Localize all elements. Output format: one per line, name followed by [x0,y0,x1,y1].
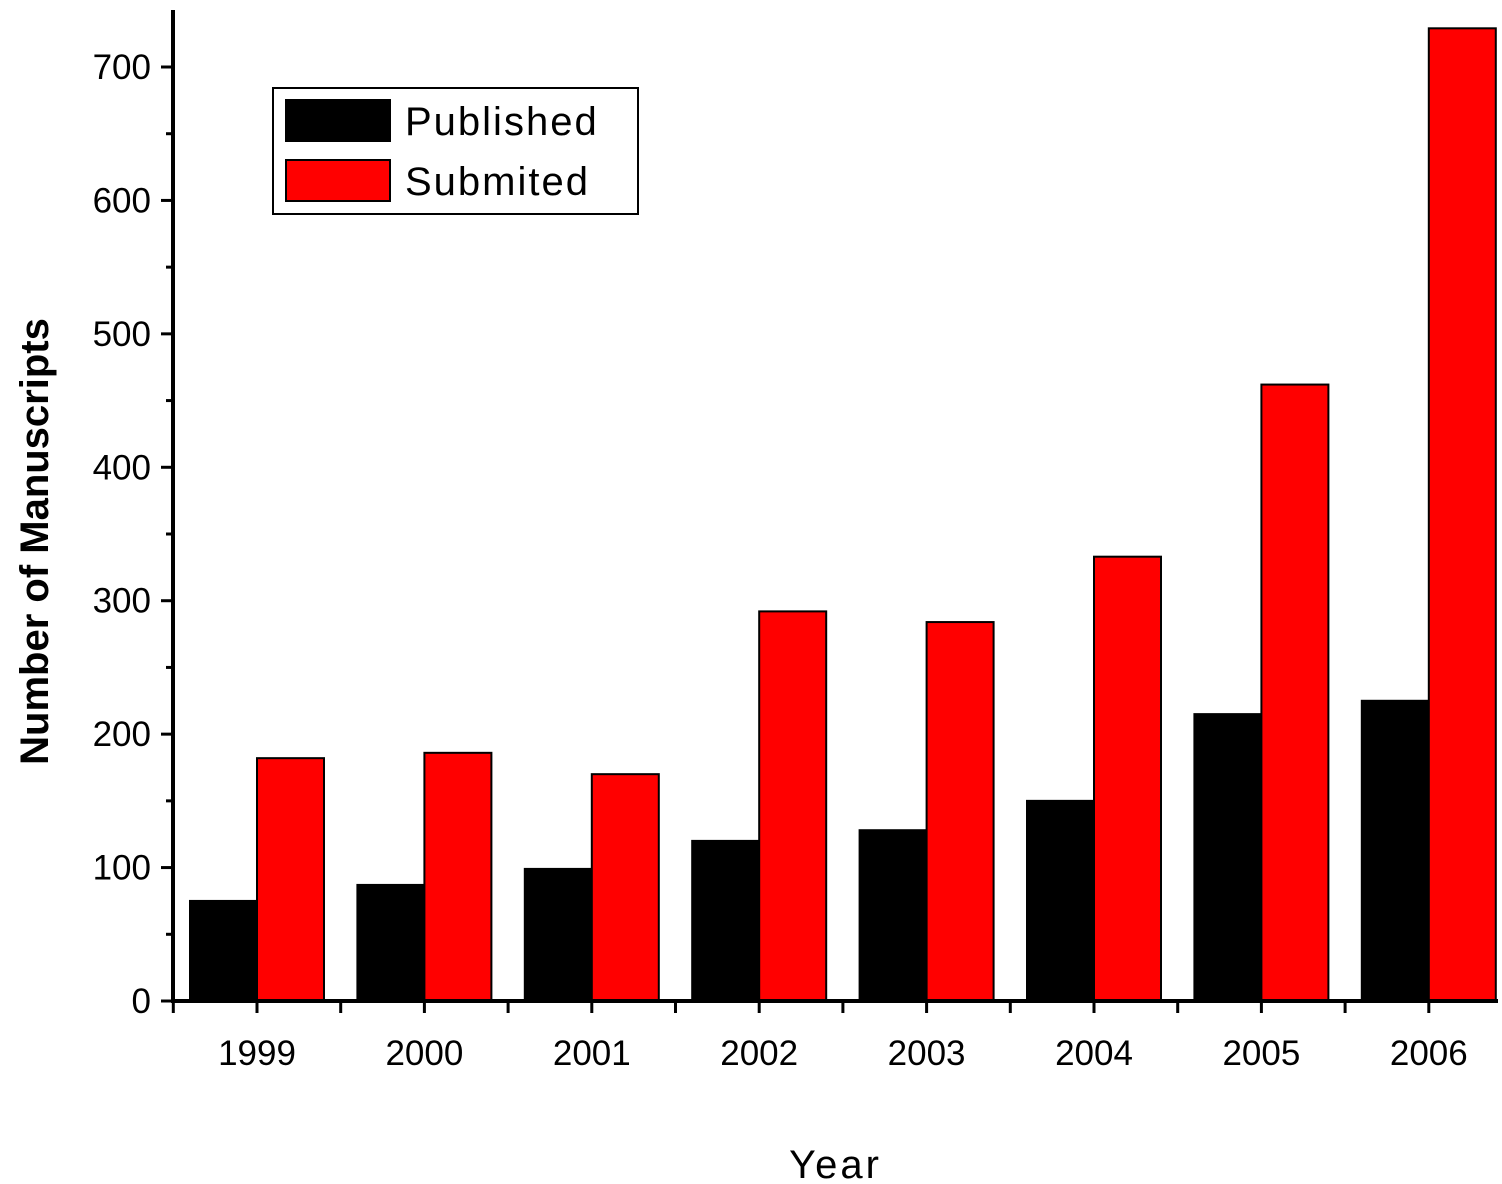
y-tick-label: 200 [93,715,151,754]
bar-submited-2003 [925,621,995,1002]
bar-published-2005 [1193,713,1263,1003]
legend-items: Published Submited [285,99,599,204]
bar-submited-2006 [1427,27,1497,1002]
x-axis-title: Year [789,1143,882,1184]
x-tick-label: 2005 [1222,1034,1300,1073]
y-tick-label: 500 [93,315,151,354]
bar-submited-2004 [1093,555,1162,1002]
y-ticks: 0 100 200 300 400 500 600 700 [93,48,173,1021]
x-tick-label: 2006 [1390,1034,1468,1073]
legend-label-submited: Submited [405,160,590,204]
x-tick-label: 2003 [888,1034,966,1073]
legend-swatch-published [285,99,391,142]
axes-layer [171,10,1498,1003]
bar-submited-2001 [590,773,660,1003]
bar-submited-2005 [1260,383,1330,1002]
bar-published-2004 [1026,799,1095,1002]
legend: Published Submited [272,87,639,215]
y-axis-title: Number of Manuscripts [13,318,57,765]
y-tick-label: 400 [93,448,151,487]
x-tick-label: 2001 [553,1034,631,1073]
y-tick-label: 100 [93,849,151,888]
bar-published-2003 [858,829,928,1002]
x-tick-label: 2002 [720,1034,798,1073]
x-tick-label: 2000 [385,1034,463,1073]
bar-submited-2002 [758,610,828,1002]
bar-published-2006 [1360,699,1430,1002]
x-tick-label: 2004 [1055,1034,1133,1073]
bar-published-2001 [523,867,593,1002]
bar-submited-1999 [256,757,325,1002]
y-tick-label: 700 [93,48,151,87]
legend-swatch-submited [285,159,391,202]
y-tick-label: 300 [93,582,151,621]
y-tick-label: 600 [93,181,151,220]
legend-label-published: Published [405,100,599,144]
bar-published-2002 [691,839,761,1003]
bar-submited-2000 [423,751,493,1003]
bars-layer [189,27,1497,1003]
bar-published-1999 [189,899,258,1003]
x-tick-label: 1999 [218,1034,296,1073]
bar-published-2000 [356,883,426,1002]
y-tick-label: 0 [132,982,151,1021]
x-ticks: 1999 2000 2001 2002 2003 2004 2005 2006 [171,1001,1468,1073]
